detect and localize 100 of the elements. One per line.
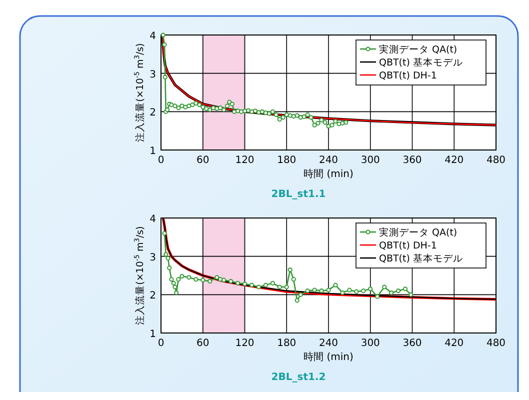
x-tick-label: 120 [235,338,254,349]
point [375,294,380,299]
point [162,231,167,236]
point [260,109,264,114]
x-tick-label: 0 [158,338,164,349]
point [235,280,240,286]
x-tick-label: 300 [360,155,380,166]
x-tick-label: 420 [444,155,464,166]
point [164,252,168,257]
point [232,109,237,114]
y-tick-label: 4 [150,31,156,42]
point [186,104,192,108]
point [280,115,286,120]
point [312,122,317,128]
legend-label: 実測データ QA(t) [379,226,458,238]
point [228,278,234,284]
point [305,112,310,118]
point [172,104,178,108]
legend-label: QBT(t) DH-1 [379,70,437,82]
point [291,277,296,282]
point [302,114,306,119]
point [266,111,272,116]
point [263,110,268,116]
point [298,292,303,297]
point [186,275,192,280]
point [288,267,292,272]
point [277,117,282,122]
point [176,106,181,110]
point [162,42,167,47]
point [222,107,226,112]
point [263,282,268,288]
point [270,109,275,114]
point [208,278,212,284]
x-tick-label: 240 [318,338,338,349]
point [176,277,181,282]
point [294,113,300,118]
point [319,288,324,294]
legend-label: QBT(t) 基本モデル [379,56,463,68]
point [402,286,408,292]
x-tick-label: 300 [360,338,380,349]
point [316,120,320,126]
y-tick-label: 1 [150,329,156,340]
point [389,290,394,296]
x-tick-label: 60 [196,155,210,166]
point [333,282,338,288]
point [180,104,184,108]
point [169,277,174,282]
point [235,108,240,114]
point [256,284,262,290]
point [298,115,303,120]
point [194,277,198,282]
point [333,118,338,124]
point [340,290,345,296]
point [340,120,345,126]
point [160,32,166,38]
x-tick-label: 480 [486,338,506,349]
point [225,104,230,108]
point [171,280,176,286]
point [308,115,314,120]
point [180,274,184,279]
point [344,120,348,125]
point [162,74,168,80]
point [230,102,234,106]
y-tick-label: 3 [150,252,156,264]
point [218,277,223,282]
y-tick-label: 1 [150,146,156,157]
point [322,120,328,125]
point [174,290,179,296]
point [330,122,334,128]
point [347,288,352,292]
point [284,112,289,118]
point [214,275,220,280]
legend-label: QBT(t) 基本モデル [379,252,463,264]
point [274,112,278,118]
point [242,282,248,286]
point [319,118,324,122]
x-tick-label: 180 [277,155,296,166]
x-tick-label: 0 [158,155,164,166]
point [222,278,226,282]
point [249,282,254,288]
point [326,288,331,292]
x-tick-label: 360 [402,155,422,166]
x-tick-label: 180 [277,338,296,349]
point [194,100,198,106]
y-tick-label: 2 [150,290,156,302]
point [288,113,292,118]
point [242,108,248,114]
point [354,289,359,294]
legend-label: 実測データ QA(t) [379,44,458,56]
point [249,109,254,114]
point [368,286,373,292]
x-axis-title: 時間 (min) [304,168,354,180]
y-tick-label: 2 [150,108,156,119]
x-tick-label: 360 [402,338,422,349]
x-axis-title: 時間 (min) [304,351,354,363]
x-tick-label: 60 [196,338,210,349]
point [408,292,414,297]
point [208,107,212,112]
point [211,106,216,110]
point [305,288,310,294]
